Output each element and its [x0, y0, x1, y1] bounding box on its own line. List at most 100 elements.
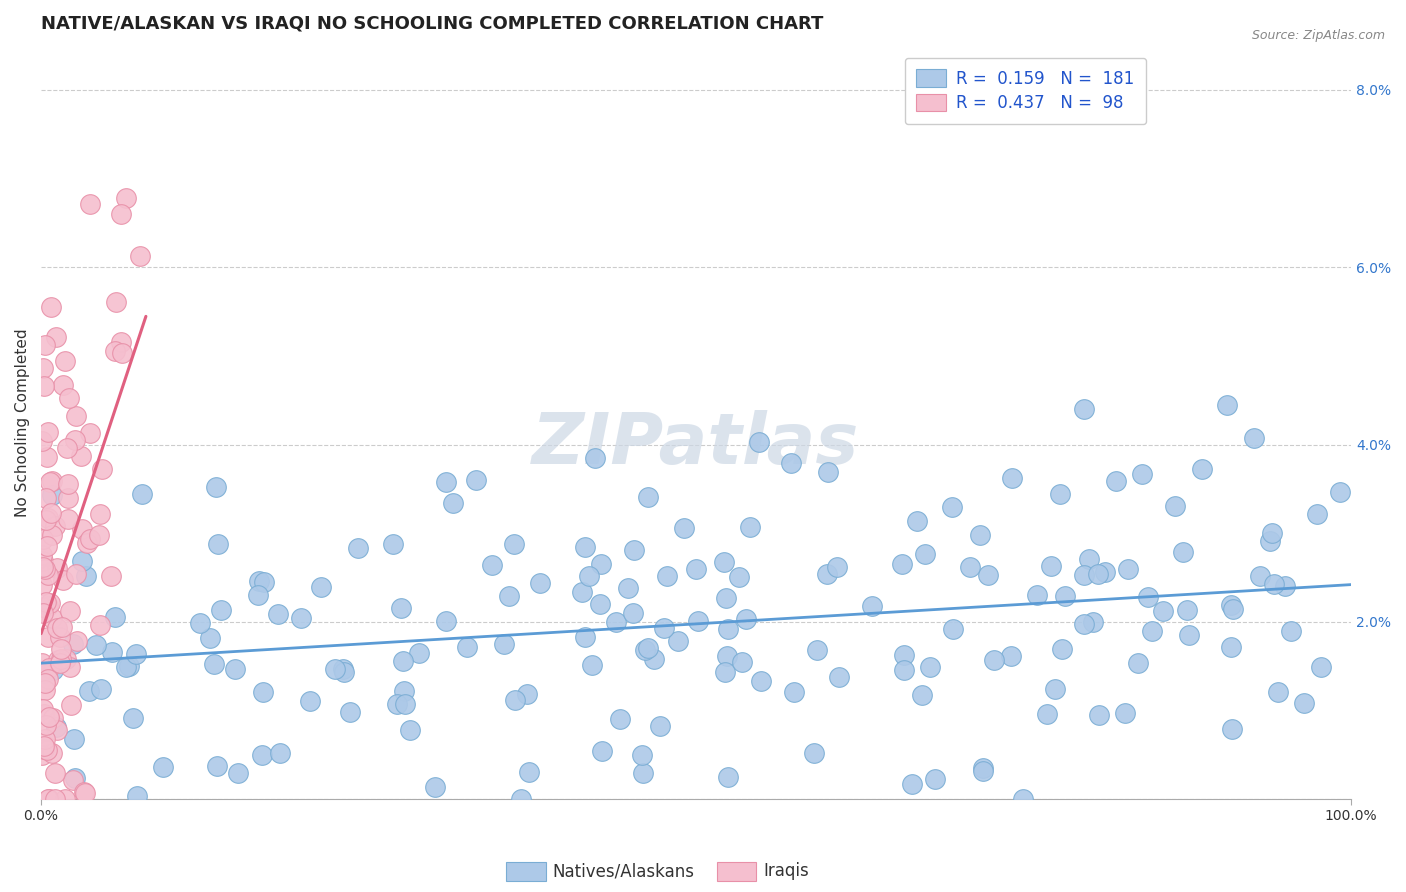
Point: [111, 346, 134, 360]
Point: [52, 378, 75, 392]
Point: [252, 747, 274, 762]
Point: [643, 652, 665, 666]
Point: [731, 655, 754, 669]
Point: [38, 710, 60, 724]
Point: [79, 196, 101, 211]
Point: [101, 645, 124, 659]
Point: [825, 559, 848, 574]
Point: [492, 637, 515, 651]
Point: [456, 640, 478, 654]
Point: [828, 670, 851, 684]
Point: [32, 741, 55, 756]
Point: [332, 665, 354, 680]
Point: [1045, 681, 1067, 696]
Point: [631, 747, 654, 762]
Point: [623, 543, 645, 558]
Point: [748, 434, 770, 449]
Point: [1036, 706, 1059, 721]
Point: [198, 631, 221, 645]
Point: [32, 666, 55, 681]
Point: [104, 610, 127, 624]
Point: [806, 643, 828, 657]
Point: [73, 786, 96, 800]
Point: [911, 688, 934, 702]
Point: [90, 681, 112, 696]
Point: [247, 574, 270, 588]
Point: [1087, 566, 1109, 581]
Point: [41, 746, 63, 760]
Point: [37, 743, 59, 757]
Point: [202, 657, 225, 672]
Point: [299, 694, 322, 708]
Point: [609, 712, 631, 726]
Point: [1281, 624, 1303, 639]
Point: [517, 765, 540, 780]
Point: [31, 553, 53, 567]
Point: [32, 707, 55, 722]
Point: [44, 792, 66, 806]
Point: [1073, 402, 1095, 417]
Point: [740, 520, 762, 534]
Point: [252, 684, 274, 698]
Point: [59, 604, 82, 618]
Point: [392, 654, 415, 668]
Point: [578, 569, 600, 583]
Point: [655, 568, 678, 582]
Point: [55, 652, 77, 666]
Point: [749, 674, 772, 689]
Point: [31, 434, 53, 448]
Point: [32, 606, 55, 620]
Point: [713, 555, 735, 569]
Point: [969, 528, 991, 542]
Point: [63, 433, 86, 447]
Point: [1140, 624, 1163, 638]
Point: [73, 785, 96, 799]
Point: [59, 660, 82, 674]
Point: [1191, 461, 1213, 475]
Point: [1049, 487, 1071, 501]
Point: [481, 558, 503, 572]
Point: [686, 615, 709, 629]
Point: [631, 766, 654, 780]
Point: [890, 557, 912, 571]
Point: [32, 379, 55, 393]
Point: [125, 789, 148, 803]
Point: [503, 537, 526, 551]
Point: [39, 506, 62, 520]
Point: [267, 607, 290, 621]
Point: [32, 702, 55, 716]
Point: [1116, 562, 1139, 576]
Point: [1050, 641, 1073, 656]
Point: [44, 519, 66, 533]
Point: [1073, 568, 1095, 582]
Point: [977, 567, 1000, 582]
Point: [581, 658, 603, 673]
Point: [131, 487, 153, 501]
Point: [1105, 474, 1128, 488]
Point: [253, 574, 276, 589]
Point: [44, 766, 66, 780]
Point: [34, 731, 56, 746]
Point: [972, 764, 994, 778]
Point: [780, 456, 803, 470]
Point: [1039, 559, 1062, 574]
Point: [51, 620, 73, 634]
Point: [1249, 569, 1271, 583]
Point: [394, 697, 416, 711]
Point: [89, 507, 111, 521]
Point: [38, 792, 60, 806]
Point: [35, 717, 58, 731]
Point: [817, 465, 839, 479]
Point: [783, 685, 806, 699]
Point: [58, 491, 80, 506]
Point: [434, 475, 457, 490]
Point: [58, 391, 80, 405]
Point: [1222, 602, 1244, 616]
Text: Source: ZipAtlas.com: Source: ZipAtlas.com: [1251, 29, 1385, 42]
Point: [637, 491, 659, 505]
Point: [41, 475, 63, 489]
Point: [34, 739, 56, 754]
Point: [1292, 696, 1315, 710]
Point: [290, 611, 312, 625]
Point: [972, 762, 994, 776]
